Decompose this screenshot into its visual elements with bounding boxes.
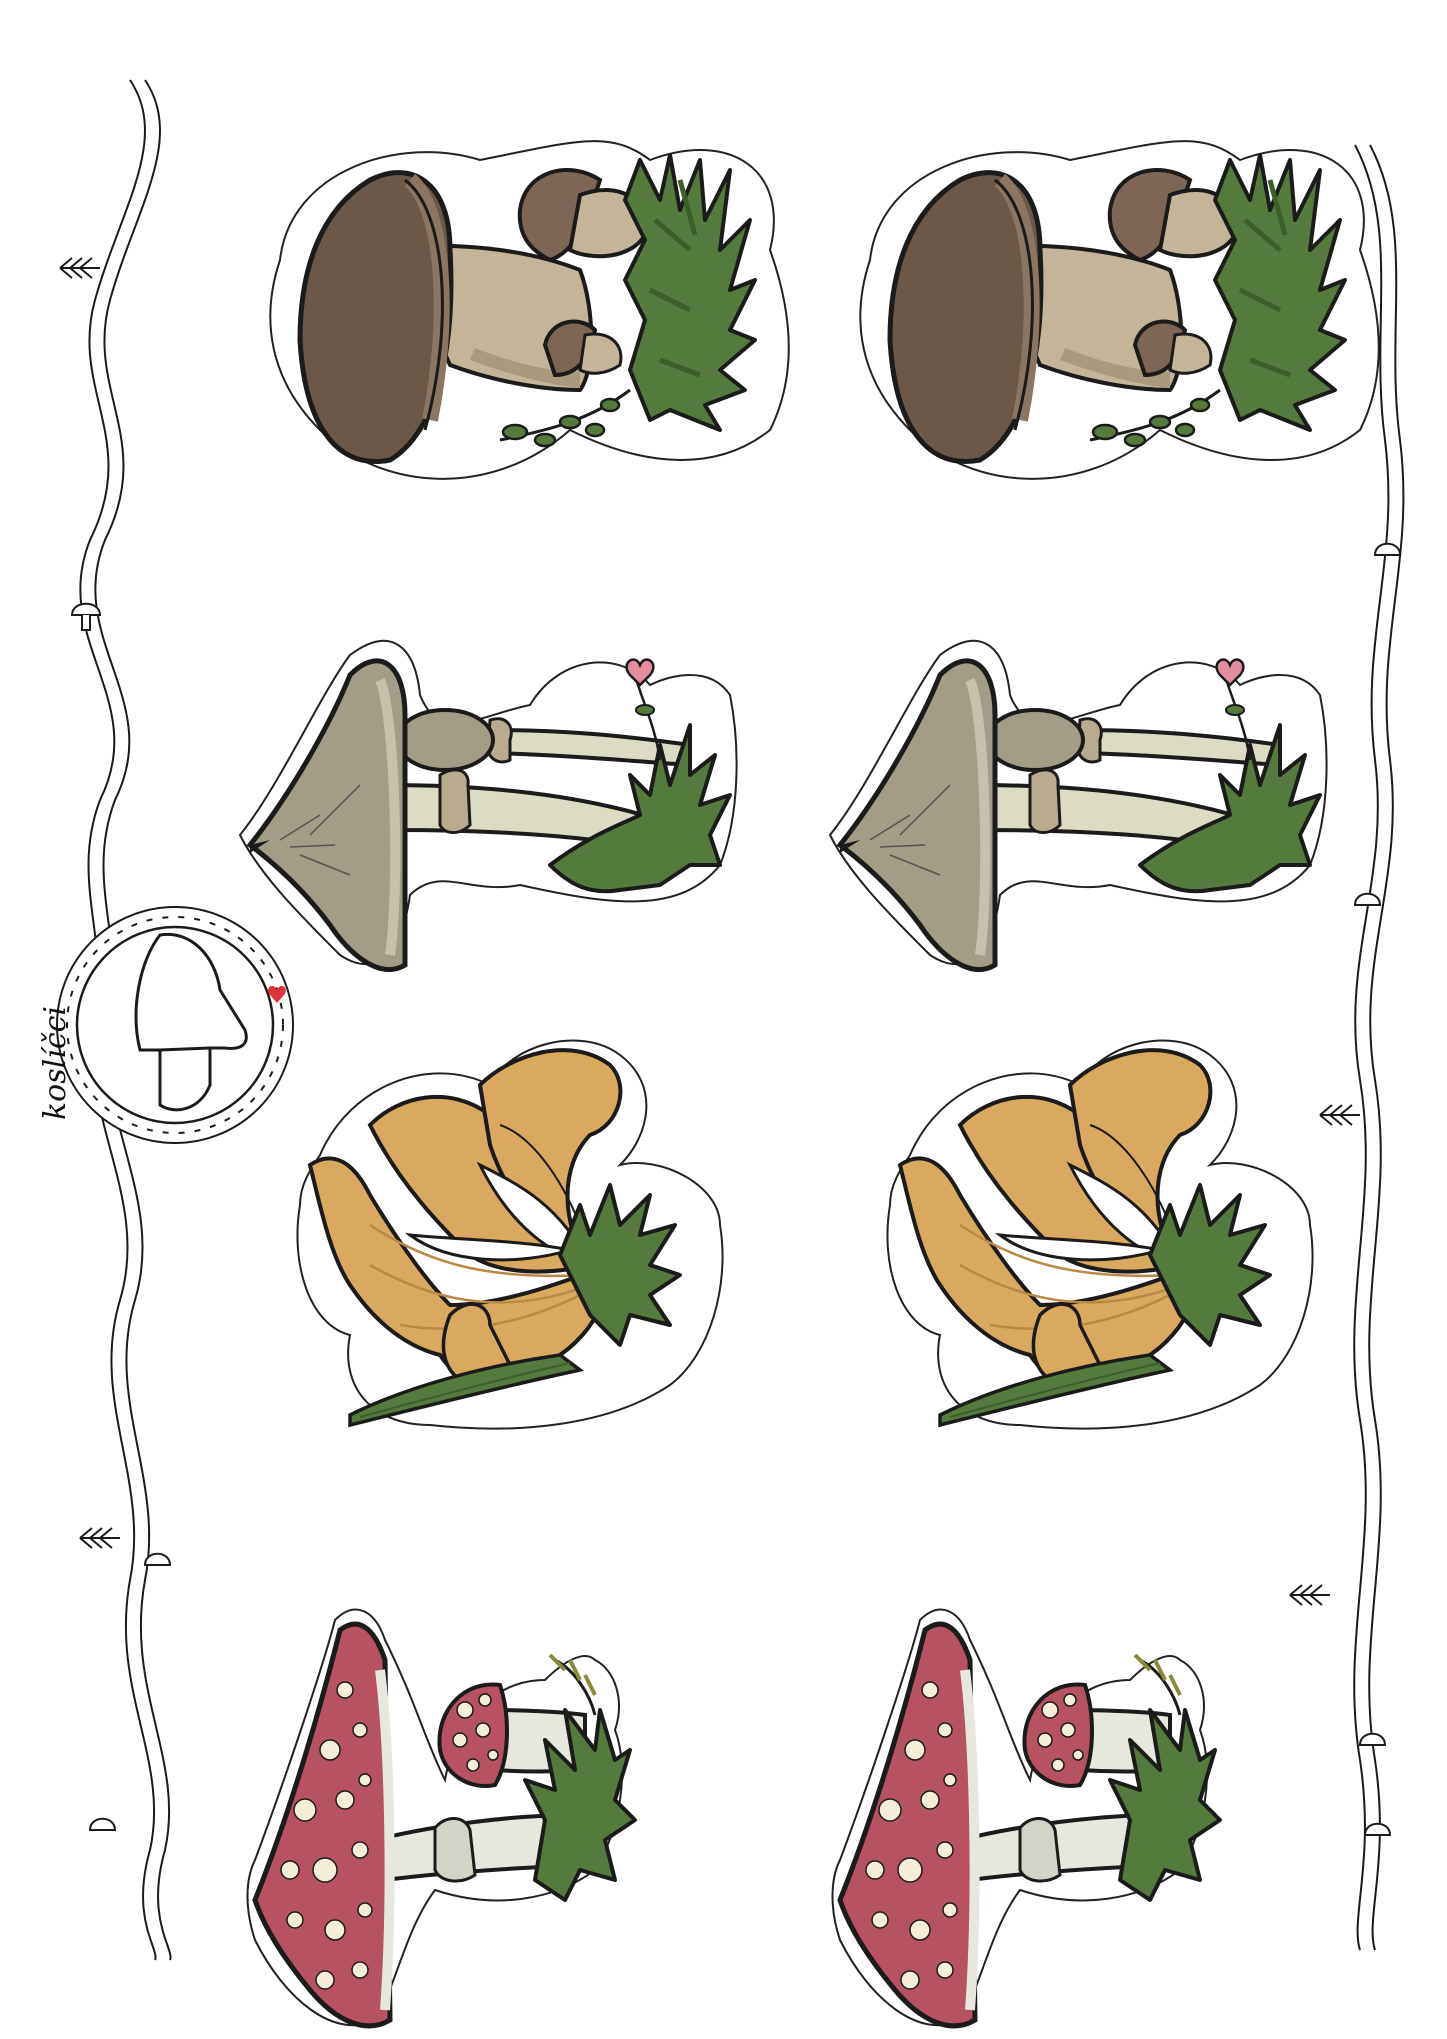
porcini-sticker-right xyxy=(860,141,1378,479)
arrow-ornament-right-2 xyxy=(1319,1104,1361,1126)
arrow-ornament-left-1 xyxy=(59,257,101,279)
amanita-sticker-left xyxy=(248,1610,636,2026)
logo-badge: koslíčci xyxy=(38,906,294,1144)
parasol-sticker-left xyxy=(240,641,737,970)
amanita-sticker-right xyxy=(833,1610,1221,2026)
mushroom-ornament-left xyxy=(70,602,172,1831)
right-vine xyxy=(1353,144,1405,1951)
arrow-ornament-left-2 xyxy=(79,1527,121,1549)
parasol-sticker-right xyxy=(830,641,1327,970)
chanterelle-sticker-left xyxy=(295,1038,725,1431)
porcini-sticker-left xyxy=(270,141,788,479)
logo-text: koslíčci xyxy=(38,1006,73,1120)
logo-mushroom-icon xyxy=(134,932,248,1112)
mushroom-ornament-right xyxy=(1353,542,1402,1836)
arrow-ornament-right-3 xyxy=(1289,1584,1331,1606)
logo-heart-icon xyxy=(268,985,286,1003)
chanterelle-sticker-right xyxy=(885,1038,1315,1431)
